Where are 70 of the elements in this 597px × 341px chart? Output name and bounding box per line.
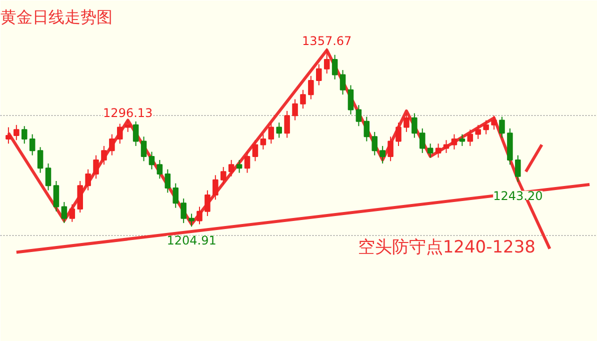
annotation: 1296.13 xyxy=(103,106,153,120)
candlestick xyxy=(172,182,179,208)
candlestick xyxy=(21,126,28,144)
chart-title: 黄金日线走势图 xyxy=(0,8,112,26)
candlestick xyxy=(77,180,83,214)
candlestick xyxy=(29,134,36,156)
candlestick xyxy=(332,54,338,80)
candlestick xyxy=(45,162,52,191)
candlestick xyxy=(419,128,426,154)
candlestick xyxy=(316,64,322,86)
candlestick xyxy=(148,151,155,170)
candlestick xyxy=(132,120,139,146)
candlestick xyxy=(109,134,115,156)
candlestick xyxy=(451,134,458,150)
candlestick xyxy=(69,204,76,222)
candlestick xyxy=(308,75,314,100)
candlestick xyxy=(380,145,386,164)
candlestick xyxy=(491,115,497,130)
candlestick xyxy=(459,134,466,146)
candlestick xyxy=(85,168,91,191)
candlestick xyxy=(340,70,346,96)
candlestick xyxy=(260,134,266,150)
candlestick xyxy=(443,140,450,154)
candlestick xyxy=(284,110,290,138)
candlestick xyxy=(164,168,171,194)
candlestick xyxy=(124,120,131,132)
candlestick xyxy=(483,120,489,135)
candlestick xyxy=(324,48,330,74)
candlestick xyxy=(236,159,242,174)
candlestick xyxy=(268,122,274,144)
candlestick xyxy=(364,116,370,142)
candlestick xyxy=(61,202,68,224)
candlestick xyxy=(37,146,44,174)
candlestick xyxy=(180,198,186,224)
candlestick xyxy=(404,112,410,132)
candlestick xyxy=(220,166,226,185)
candlestick xyxy=(388,136,394,162)
candlestick xyxy=(212,174,218,200)
candlestick xyxy=(117,123,123,144)
annotation: 1357.67 xyxy=(302,34,352,48)
candlestick xyxy=(204,190,210,217)
candlestick xyxy=(101,145,107,166)
candlestick xyxy=(348,84,354,115)
candlestick xyxy=(412,112,418,138)
candlestick xyxy=(427,143,434,158)
candlestick xyxy=(499,116,505,138)
candlestick xyxy=(14,124,20,141)
candlestick xyxy=(292,98,298,121)
candlestick xyxy=(396,122,402,146)
annotation: 1243.20 xyxy=(493,188,543,203)
candlestick xyxy=(156,159,163,180)
candlestick xyxy=(435,143,442,158)
candlestick xyxy=(6,126,12,144)
candlestick xyxy=(372,131,378,156)
candlestick xyxy=(228,159,234,177)
candlestick xyxy=(188,213,194,228)
candlestick xyxy=(475,124,481,140)
candlestick xyxy=(356,104,362,127)
candlestick xyxy=(467,129,474,146)
candlestick xyxy=(252,140,258,162)
candlestick xyxy=(276,122,282,138)
candlestick xyxy=(196,206,202,225)
candlestick xyxy=(300,89,306,110)
candlestick xyxy=(515,154,521,182)
annotation: 空头防守点1240-1238 xyxy=(358,238,536,258)
candlestick xyxy=(93,154,99,180)
annotation: 1204.91 xyxy=(166,234,216,248)
candlestick xyxy=(244,151,250,174)
candlestick xyxy=(53,180,60,212)
candlestick xyxy=(140,136,147,162)
